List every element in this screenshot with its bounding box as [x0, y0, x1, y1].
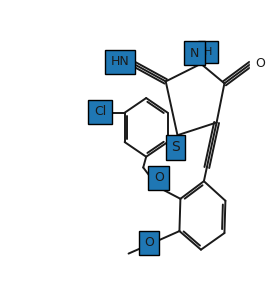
Text: O: O [154, 171, 164, 184]
Text: O: O [144, 236, 154, 249]
Text: O: O [256, 57, 266, 70]
Text: HN: HN [111, 55, 129, 68]
Text: N: N [190, 47, 199, 60]
Text: Cl: Cl [94, 105, 106, 118]
Text: H: H [204, 47, 212, 57]
Text: S: S [171, 140, 180, 154]
